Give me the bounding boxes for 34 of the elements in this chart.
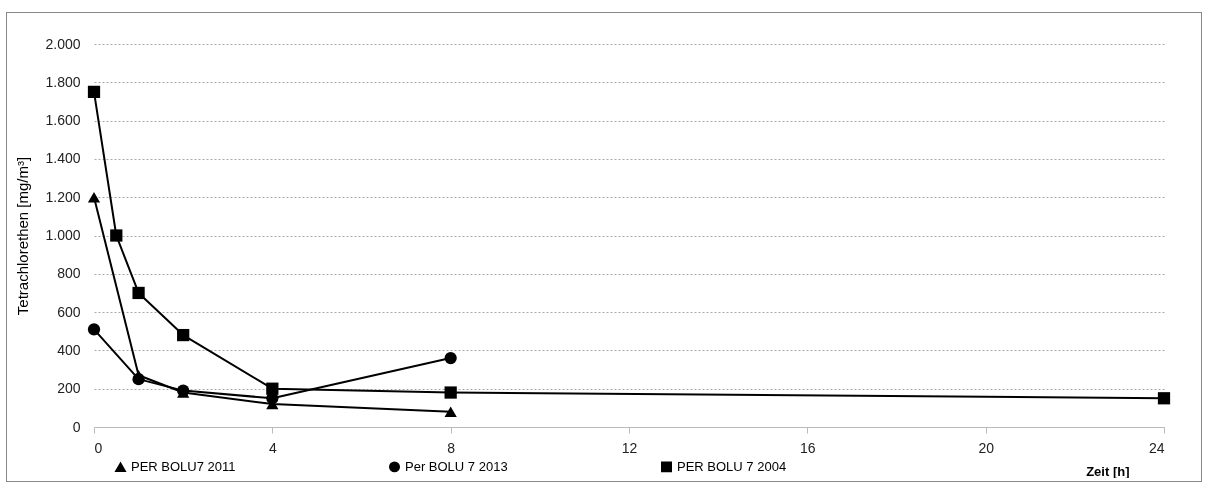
- x-tick-label: 12: [621, 439, 638, 456]
- point: [132, 369, 145, 381]
- point: [1157, 392, 1171, 405]
- y-tick-label: 1.200: [45, 188, 81, 205]
- point: [87, 191, 101, 203]
- point: [444, 406, 457, 417]
- point: [444, 386, 457, 399]
- x-tick-label: 8: [447, 439, 456, 456]
- y-tick-label: 800: [57, 265, 81, 282]
- y-tick-label: 200: [57, 380, 81, 397]
- y-tick-label: 2.000: [45, 35, 81, 52]
- y-tick-label: 600: [57, 303, 81, 320]
- point: [132, 286, 145, 300]
- legend-label: PER BOLU7 2011: [131, 459, 236, 475]
- point: [87, 323, 101, 336]
- x-tick-label: 24: [1148, 439, 1165, 456]
- y-tick-label: 1.400: [45, 150, 81, 167]
- x-axis-title: Zeit [h]: [1086, 463, 1130, 479]
- point: [87, 85, 101, 98]
- y-tick-label: 400: [57, 341, 81, 358]
- legend-label: PER BOLU 7 2004: [677, 458, 787, 474]
- y-tick-label: 1.000: [45, 227, 81, 243]
- x-tick-label: 0: [94, 439, 103, 456]
- y-tick-label: 1.600: [45, 112, 81, 129]
- y-tick-label: 1.800: [45, 73, 81, 90]
- legend-label: Per BOLU 7 2013: [405, 458, 508, 474]
- x-tick-label: 20: [978, 439, 995, 456]
- point: [110, 229, 123, 242]
- x-tick-label: 16: [800, 439, 816, 456]
- y-tick-label: 0: [72, 418, 81, 435]
- point: [177, 328, 190, 342]
- point: [444, 351, 457, 365]
- x-tick-label: 4: [268, 439, 277, 456]
- y-axis-title: Tetrachlorethen [mg/m³]: [14, 156, 32, 316]
